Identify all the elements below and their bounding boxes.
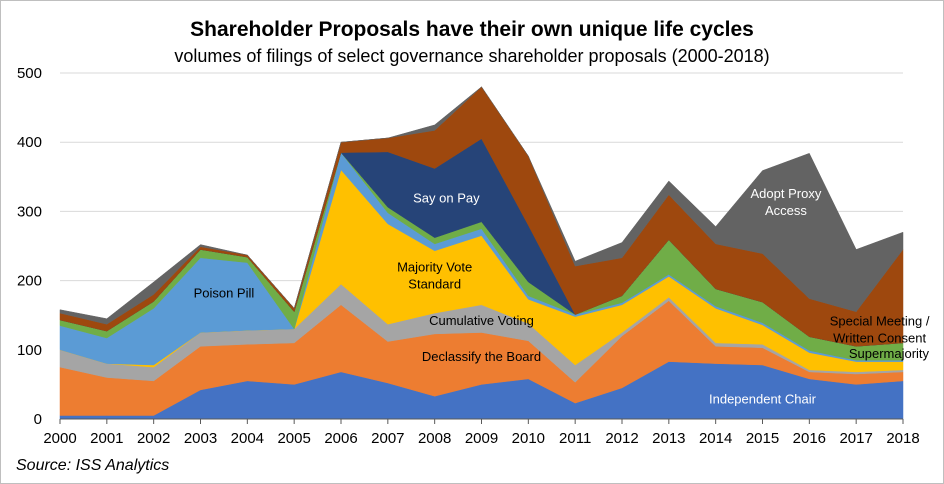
x-tick-label: 2010 — [512, 430, 545, 447]
x-tick-label: 2003 — [184, 430, 217, 447]
series-label-declassify-the-board: Declassify the Board — [422, 349, 541, 364]
series-label-adopt-proxy-access: Adopt Proxy Access — [751, 186, 822, 218]
x-tick-label: 2016 — [793, 430, 826, 447]
x-tick-label: 2013 — [652, 430, 685, 447]
y-tick-label: 500 — [17, 65, 42, 82]
y-tick-label: 100 — [17, 342, 42, 359]
series-label-supermajority: Supermajority — [849, 346, 930, 361]
x-tick-label: 2000 — [43, 430, 76, 447]
chart-title: Shareholder Proposals have their own uni… — [190, 18, 754, 41]
x-tick-label: 2015 — [746, 430, 779, 447]
series-label-cumulative-voting: Cumulative Voting — [429, 313, 534, 328]
chart-source: Source: ISS Analytics — [16, 457, 170, 474]
chart-subtitle: volumes of filings of select governance … — [174, 46, 770, 66]
series-label-poison-pill: Poison Pill — [194, 285, 255, 300]
x-tick-label: 2014 — [699, 430, 732, 447]
y-tick-label: 400 — [17, 134, 42, 151]
x-tick-label: 2006 — [324, 430, 357, 447]
x-tick-label: 2004 — [231, 430, 264, 447]
x-tick-label: 2018 — [886, 430, 919, 447]
series-label-say-on-pay: Say on Pay — [413, 190, 480, 205]
area-series — [59, 86, 904, 420]
x-tick-label: 2002 — [137, 430, 170, 447]
y-tick-label: 200 — [17, 273, 42, 290]
series-labels: Independent Chair Declassify the Board Cum… — [194, 186, 930, 407]
x-tick-label: 2007 — [371, 430, 404, 447]
y-tick-label: 300 — [17, 203, 42, 220]
x-tick-label: 2011 — [559, 430, 591, 447]
x-tick-label: 2012 — [605, 430, 638, 447]
x-tick-label: 2017 — [839, 430, 872, 447]
axes: 0 100 200 300 400 500 2000 2001 2002 2003 2004 2005… — [17, 65, 920, 447]
series-label-majority-vote-standard: Majority Vote Standard — [397, 260, 472, 292]
x-tick-label: 2009 — [465, 430, 498, 447]
y-tick-label: 0 — [34, 411, 42, 428]
x-tick-label: 2008 — [418, 430, 451, 447]
area-adopt-proxy-access — [59, 86, 904, 325]
x-tick-label: 2001 — [90, 430, 123, 447]
x-tick-label: 2005 — [277, 430, 310, 447]
series-label-independent-chair: Independent Chair — [709, 391, 817, 406]
series-label-special-meeting-written-consent: Special Meeting / Written Consent — [830, 313, 930, 345]
